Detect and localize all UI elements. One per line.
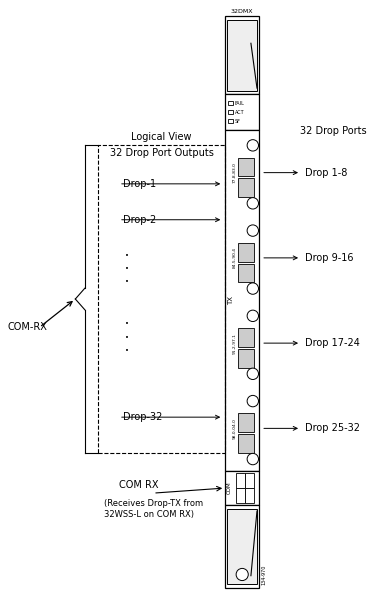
Text: 32 Drop Port Outputs: 32 Drop Port Outputs: [110, 148, 214, 158]
Bar: [245, 474, 254, 488]
Text: 84.5-90.4: 84.5-90.4: [233, 248, 236, 269]
Bar: [238, 157, 254, 176]
Text: 134-970: 134-970: [261, 564, 266, 585]
Bar: [245, 488, 254, 502]
Bar: [228, 118, 233, 123]
Text: Drop 1-8: Drop 1-8: [305, 168, 347, 178]
Bar: [225, 94, 259, 130]
Text: TX: TX: [228, 296, 234, 305]
Ellipse shape: [247, 368, 259, 379]
Text: 77.8-83.0: 77.8-83.0: [233, 162, 236, 183]
Text: •: •: [125, 266, 128, 272]
Text: Drop-2: Drop-2: [123, 215, 156, 225]
Bar: [225, 471, 259, 505]
Ellipse shape: [247, 198, 259, 209]
Bar: [238, 413, 254, 432]
Bar: [98, 145, 225, 453]
Text: FAIL: FAIL: [235, 100, 244, 106]
Text: •: •: [125, 252, 128, 258]
Text: Drop 25-32: Drop 25-32: [305, 423, 360, 433]
Text: ACT: ACT: [235, 109, 244, 115]
Ellipse shape: [247, 283, 259, 294]
Ellipse shape: [247, 225, 259, 236]
Text: SF: SF: [235, 118, 241, 124]
Bar: [238, 328, 254, 347]
Text: •: •: [125, 335, 128, 341]
Bar: [227, 508, 257, 584]
Text: COM RX: COM RX: [119, 480, 159, 490]
Ellipse shape: [247, 395, 259, 407]
Bar: [236, 474, 245, 488]
Text: 32 Drop Ports: 32 Drop Ports: [300, 126, 366, 136]
Text: •: •: [125, 322, 128, 328]
Text: •: •: [125, 348, 128, 354]
Text: RX: RX: [240, 474, 247, 478]
Text: •: •: [125, 279, 128, 285]
Bar: [238, 178, 254, 197]
Ellipse shape: [247, 310, 259, 322]
Text: 91.2-97.1: 91.2-97.1: [233, 333, 236, 353]
Bar: [236, 488, 245, 502]
Bar: [228, 109, 233, 114]
Bar: [225, 505, 259, 588]
Text: (Receives Drop-TX from
32WSS-L on COM RX): (Receives Drop-TX from 32WSS-L on COM RX…: [104, 499, 203, 519]
Bar: [227, 20, 257, 91]
Ellipse shape: [247, 453, 259, 465]
Bar: [238, 263, 254, 282]
Bar: [225, 16, 259, 94]
Text: Drop-32: Drop-32: [123, 412, 162, 422]
Text: 98.0-04.0: 98.0-04.0: [233, 418, 236, 439]
Bar: [225, 130, 259, 471]
Text: 32DMX: 32DMX: [231, 9, 253, 14]
Text: COM: COM: [227, 482, 232, 495]
Ellipse shape: [236, 569, 248, 581]
Text: Drop-1: Drop-1: [123, 179, 156, 189]
Bar: [238, 243, 254, 261]
Bar: [238, 434, 254, 453]
Text: Drop 9-16: Drop 9-16: [305, 253, 353, 263]
Bar: [228, 101, 233, 106]
Text: Drop 17-24: Drop 17-24: [305, 338, 359, 348]
Bar: [238, 349, 254, 367]
Text: COM-RX: COM-RX: [7, 322, 47, 332]
Ellipse shape: [247, 139, 259, 151]
Text: Logical View: Logical View: [131, 132, 192, 142]
